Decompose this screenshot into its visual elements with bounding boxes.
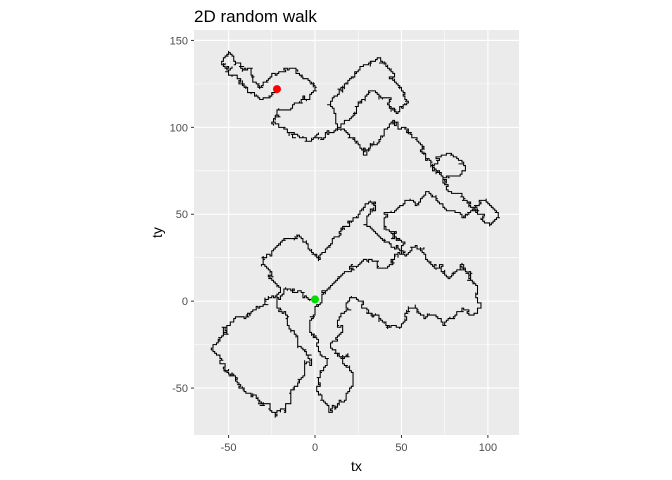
x-tick-label: 50 bbox=[395, 442, 407, 454]
major-gridlines bbox=[194, 30, 519, 435]
end-point bbox=[272, 85, 281, 94]
walk-path-layer bbox=[210, 50, 500, 418]
y-tick-label: 0 bbox=[182, 296, 188, 308]
plot-panel bbox=[194, 30, 519, 435]
random-walk-path bbox=[210, 50, 500, 418]
y-tick-label: -50 bbox=[172, 383, 188, 395]
y-tick-label: 100 bbox=[170, 122, 188, 134]
start-point bbox=[311, 295, 320, 304]
y-axis-ticks: -50 0 50 100 150 bbox=[170, 35, 194, 395]
y-tick-label: 50 bbox=[176, 209, 188, 221]
x-tick-label: 100 bbox=[479, 442, 497, 454]
y-tick-label: 150 bbox=[170, 35, 188, 47]
x-axis-title: tx bbox=[351, 458, 362, 474]
x-axis-ticks: -50 0 50 100 bbox=[221, 435, 497, 454]
marker-layer bbox=[272, 85, 320, 304]
x-tick-label: -50 bbox=[221, 442, 237, 454]
x-tick-label: 0 bbox=[312, 442, 318, 454]
chart-title: 2D random walk bbox=[194, 7, 317, 26]
y-axis-title: ty bbox=[149, 227, 165, 238]
